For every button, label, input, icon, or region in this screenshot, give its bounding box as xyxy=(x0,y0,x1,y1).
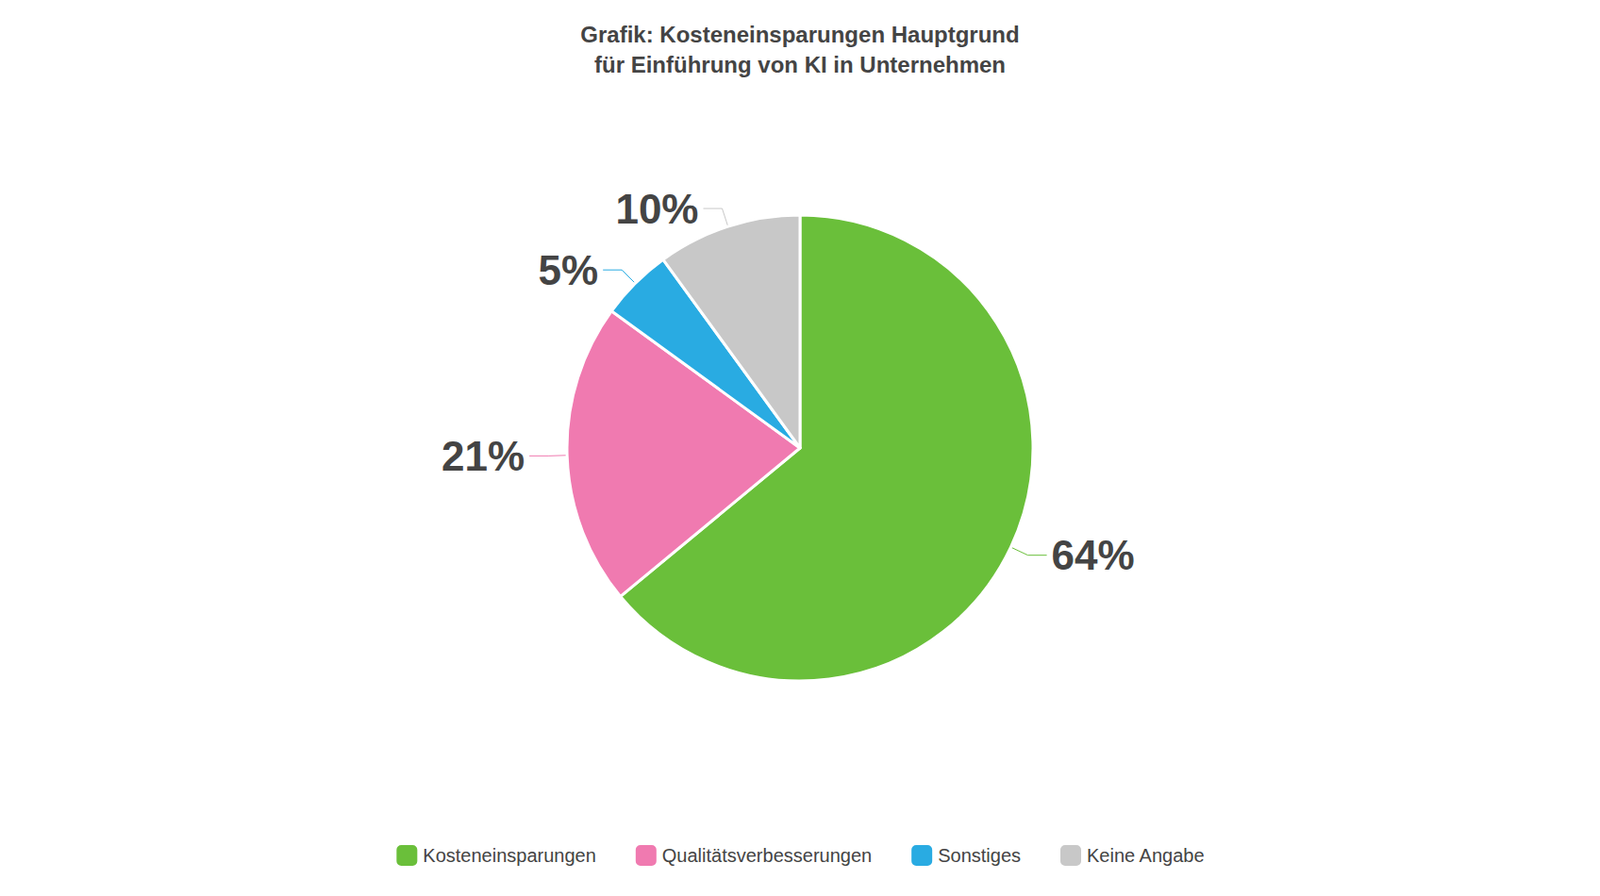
svg-text:Kosteneinsparungen: Kosteneinsparungen xyxy=(422,845,596,867)
svg-text:für Einführung von KI in Unter: für Einführung von KI in Unternehmen xyxy=(594,51,1006,78)
svg-text:Keine Angabe: Keine Angabe xyxy=(1086,845,1205,867)
svg-text:5%: 5% xyxy=(538,247,600,294)
svg-text:Grafik: Kosteneinsparungen Hau: Grafik: Kosteneinsparungen Hauptgrund xyxy=(580,21,1019,48)
svg-text:10%: 10% xyxy=(615,185,699,233)
svg-text:21%: 21% xyxy=(441,433,525,480)
svg-text:64%: 64% xyxy=(1051,532,1135,579)
svg-text:Qualitätsverbesserungen: Qualitätsverbesserungen xyxy=(662,845,872,867)
svg-text:Sonstiges: Sonstiges xyxy=(937,845,1021,867)
